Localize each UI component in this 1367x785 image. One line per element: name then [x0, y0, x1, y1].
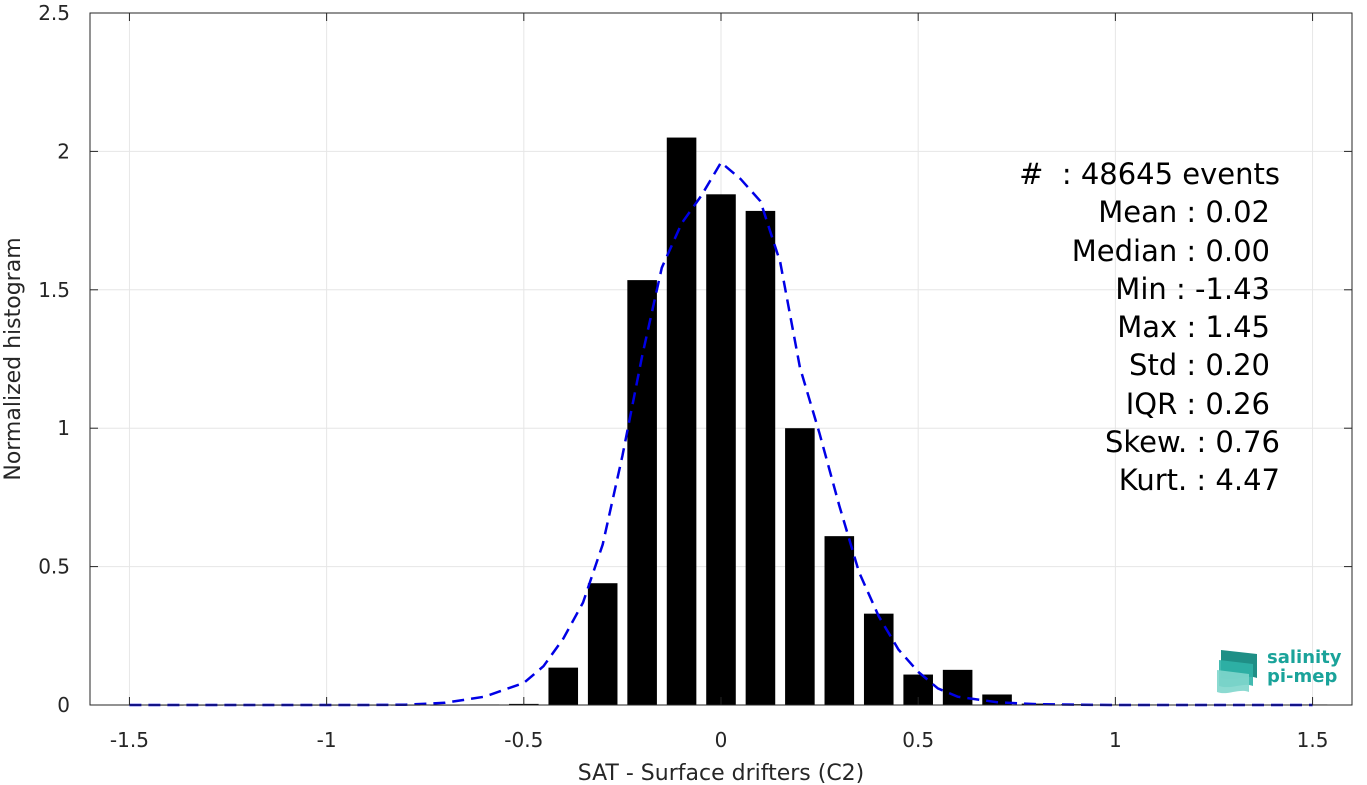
- histogram-bar: [745, 210, 776, 706]
- y-tick-label: 0: [57, 693, 70, 717]
- y-tick-label: 2: [57, 139, 70, 163]
- stat-mean: Mean : 0.02: [1098, 195, 1270, 230]
- histogram-bar: [666, 137, 697, 705]
- histogram-bar: [587, 583, 618, 705]
- histogram-bar: [627, 280, 657, 705]
- stat-median: Median : 0.00: [1071, 233, 1270, 268]
- stat-iqr: IQR : 0.26: [1125, 386, 1270, 421]
- histogram-bar: [785, 428, 815, 705]
- histogram-bar: [982, 694, 1012, 705]
- wave-layers-icon: [1217, 650, 1257, 694]
- x-tick-label: -1.5: [110, 728, 149, 752]
- x-axis-label: SAT - Surface drifters (C2): [578, 761, 865, 785]
- histogram-bar: [548, 667, 579, 705]
- histogram-bar: [824, 536, 855, 705]
- logo-line-2: pi-mep: [1267, 666, 1338, 687]
- y-tick-label: 0.5: [38, 555, 70, 579]
- histogram-bar: [1021, 703, 1052, 705]
- logo-line-1: salinity: [1267, 647, 1342, 668]
- salinity-pimep-logo: salinity pi-mep: [1217, 648, 1347, 696]
- bars: [114, 137, 1328, 706]
- x-tick-label: 0: [715, 728, 728, 752]
- x-axis: -1.5 -1 -0.5 0 0.5 1 1.5: [110, 13, 1329, 752]
- stat-std: Std : 0.20: [1129, 348, 1270, 383]
- x-tick-label: 0.5: [902, 728, 934, 752]
- y-axis: 0 0.5 1 1.5 2 2.5: [38, 1, 1352, 717]
- histogram-bar: [942, 669, 973, 705]
- y-tick-label: 1: [57, 416, 70, 440]
- y-tick-label: 2.5: [38, 1, 70, 25]
- statistics-panel: # : 48645 events Mean : 0.02 Median : 0.…: [960, 155, 1280, 500]
- histogram-bar: [863, 613, 894, 705]
- y-axis-label: Normalized histogram: [1, 237, 26, 480]
- stat-events: # : 48645 events: [1019, 157, 1280, 191]
- x-tick-label: -0.5: [504, 728, 543, 752]
- stat-min: Min : -1.43: [1115, 271, 1270, 306]
- x-tick-label: -1: [317, 728, 337, 752]
- stat-max: Max : 1.45: [1117, 310, 1270, 345]
- x-tick-label: 1.5: [1297, 728, 1329, 752]
- histogram-bar: [706, 194, 736, 705]
- stat-kurt: Kurt. : 4.47: [1118, 463, 1280, 498]
- stat-skew: Skew. : 0.76: [1104, 425, 1280, 460]
- y-tick-label: 1.5: [38, 278, 70, 302]
- x-tick-label: 1: [1109, 728, 1122, 752]
